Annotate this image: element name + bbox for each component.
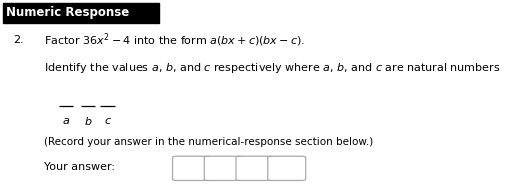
Text: 2.: 2. <box>13 35 24 45</box>
Text: Your answer:: Your answer: <box>44 162 115 172</box>
FancyBboxPatch shape <box>3 3 159 23</box>
Text: $b$: $b$ <box>84 115 92 127</box>
FancyBboxPatch shape <box>204 156 242 181</box>
Text: $a$: $a$ <box>62 116 70 126</box>
Text: $c$: $c$ <box>103 116 112 126</box>
Text: Numeric Response: Numeric Response <box>6 6 130 19</box>
Text: (Record your answer in the numerical-response section below.): (Record your answer in the numerical-res… <box>44 137 373 147</box>
FancyBboxPatch shape <box>236 156 274 181</box>
FancyBboxPatch shape <box>268 156 306 181</box>
Text: Factor $36x^2-4$ into the form $a(bx+c)(bx-c)$.: Factor $36x^2-4$ into the form $a(bx+c)(… <box>44 31 305 49</box>
Text: Identify the values $a$, $b$, and $c$ respectively where $a$, $b$, and $c$ are n: Identify the values $a$, $b$, and $c$ re… <box>44 60 500 75</box>
FancyBboxPatch shape <box>173 156 210 181</box>
